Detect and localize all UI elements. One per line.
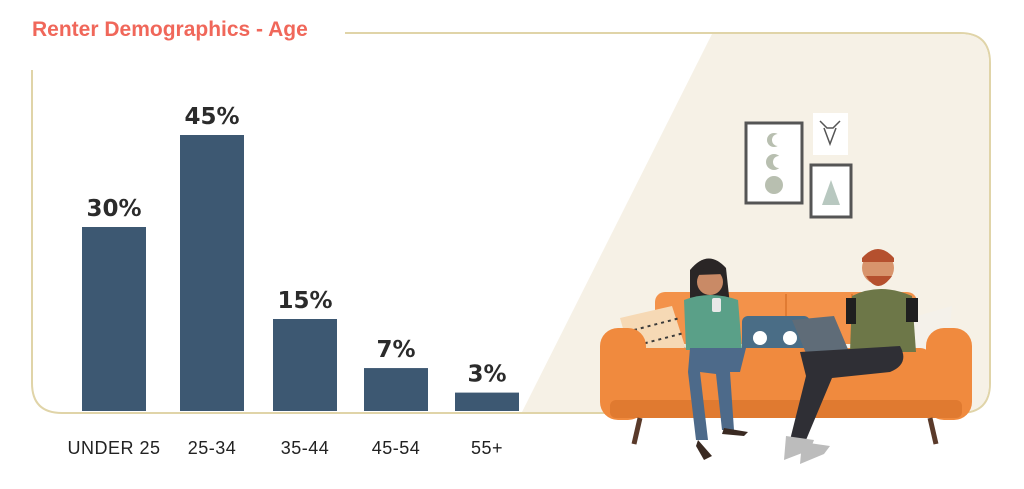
chart-title: Renter Demographics - Age <box>32 18 308 41</box>
woman-figure <box>684 258 748 460</box>
category-label-5: 55+ <box>471 438 503 458</box>
category-label-3: 35-44 <box>281 438 330 458</box>
value-label-3: 15% <box>277 288 332 314</box>
category-label-1: UNDER 25 <box>67 438 160 458</box>
man-figure <box>784 249 918 464</box>
bar-1 <box>82 227 146 411</box>
bar-4 <box>364 368 428 411</box>
category-label-4: 45-54 <box>372 438 421 458</box>
value-label-5: 3% <box>467 362 506 388</box>
bull-skull-frame-icon <box>813 113 848 155</box>
bar-2 <box>180 135 244 411</box>
chart-frame <box>31 32 991 414</box>
category-label-2: 25-34 <box>188 438 237 458</box>
couple-on-sofa-illustration <box>600 113 972 464</box>
bars-layer: 30% UNDER 25 45% 25-34 15% 35-44 7% 45-54 3% 55+ <box>67 104 519 458</box>
value-label-2: 45% <box>184 104 239 130</box>
value-label-4: 7% <box>376 337 415 363</box>
bar-5 <box>455 392 519 411</box>
moon-phases-frame-icon <box>744 121 804 205</box>
value-label-1: 30% <box>86 196 141 222</box>
triangle-frame-icon <box>809 163 853 219</box>
bar-3 <box>273 319 337 411</box>
